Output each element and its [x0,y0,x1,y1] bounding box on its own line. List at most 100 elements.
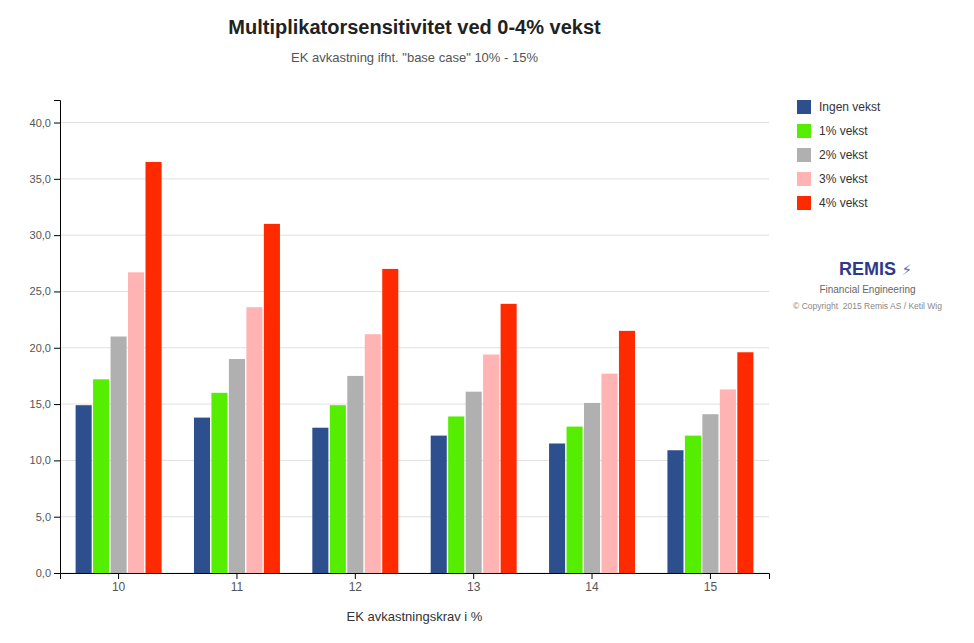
bar [146,162,162,573]
y-tick: 5,0 [36,511,60,523]
bar [229,359,245,573]
bar [111,337,127,574]
bar [549,443,565,573]
x-tick-mark [236,573,237,579]
y-tick: 35,0 [30,173,60,185]
bar [567,427,583,573]
bar [466,392,482,573]
y-tick-mark [54,179,60,180]
y-tick-label: 10,0 [30,454,51,466]
x-tick-label: 12 [349,580,363,594]
annotation: ⚡ [902,261,913,278]
bar-series [128,272,736,573]
grid-line [60,404,769,405]
legend-label: Ingen vekst [819,100,881,114]
subtitle: EK avkastning ifht. "base case" 10% - 15… [291,50,538,65]
bar [685,436,701,573]
bar [619,331,635,573]
bar [483,355,499,573]
legend-item: 1% vekst [797,124,868,138]
y-tick-mark [54,517,60,518]
grid-line [60,178,769,179]
legend-swatch [797,172,811,186]
legend-label: 1% vekst [819,124,868,138]
y-tick-mark [54,573,60,574]
bar [365,334,381,573]
legend-item: 3% vekst [797,172,868,186]
x-tick-label: 10 [112,580,126,594]
grid [60,123,769,573]
bar [501,304,517,573]
y-tick: 25,0 [30,285,60,297]
x-tick-mark [710,573,711,579]
logo: REMIS⚡Financial Engineering© Copyright 2… [793,259,942,311]
x-tick: 12 [349,573,363,594]
bar [194,418,210,573]
bar [330,405,346,573]
chart-svg: Multiplikatorsensitivitet ved 0-4% vekst… [0,0,974,643]
x-tick: 15 [704,573,718,594]
y-tick-label: 30,0 [30,229,51,241]
legend-item: Ingen vekst [797,100,881,114]
y-tick: 15,0 [30,398,60,410]
bar [702,414,718,573]
grid-line [60,460,769,461]
x-tick-label: 14 [585,580,599,594]
legend-item: 2% vekst [797,148,868,162]
bar [347,376,363,573]
bar [737,352,753,573]
bar [312,428,328,573]
y-tick-mark [54,348,60,349]
bar [667,450,683,573]
legend: Ingen vekst 1% vekst 2% vekst 3% vekst 4% ve… [797,100,881,210]
y-tick-label: 15,0 [30,398,51,410]
grid-line [60,347,769,348]
title: Multiplikatorsensitivitet ved 0-4% vekst [228,16,601,38]
y-tick: 10,0 [30,454,60,466]
y-tick: 40,0 [30,117,60,129]
bar [128,272,144,573]
legend-swatch [797,100,811,114]
y-tick: 30,0 [30,229,60,241]
y-tick-mark [54,404,60,405]
x-tick: 11 [231,573,244,594]
x-tick: 10 [112,573,126,594]
y-tick-label: 0,0 [36,567,51,579]
x-axis: 101112131415 [61,573,770,594]
plot-area: 0,0 5,0 10,0 15,0 20,0 25,0 30,0 35,0 40,0 10 11 12… [30,101,770,594]
bar [448,416,464,573]
grid-line [60,235,769,236]
x-tick-mark [473,573,474,579]
y-axis: 0,0 5,0 10,0 15,0 20,0 25,0 30,0 35,0 40,0 [30,101,61,580]
bar [246,307,262,573]
y-tick-mark [54,291,60,292]
y-tick-label: 35,0 [30,173,51,185]
x-tick-mark [592,573,593,579]
legend-label: 4% vekst [819,196,868,210]
bars [76,162,754,573]
y-tick: 20,0 [30,342,60,354]
y-tick-label: 25,0 [30,285,51,297]
legend-swatch [797,196,811,210]
bar [382,269,398,573]
y-tick-label: 5,0 [36,511,51,523]
bar [584,403,600,573]
y-tick-label: 20,0 [30,342,51,354]
bar-series [146,162,754,573]
bar [93,379,109,573]
grid-line [60,122,769,123]
legend-label: 3% vekst [819,172,868,186]
y-tick-label: 40,0 [30,117,51,129]
bar [601,374,617,573]
bar [211,393,227,573]
legend-swatch [797,148,811,162]
grid-line [60,516,769,517]
x-axis-title: EK avkastningskrav i % [347,609,483,624]
y-axis-line [54,101,61,574]
bar [76,405,92,573]
x-tick-mark [355,573,356,579]
annotation: REMIS [839,259,896,279]
bar [720,389,736,573]
y-tick: 0,0 [36,567,60,579]
x-tick: 14 [585,573,599,594]
